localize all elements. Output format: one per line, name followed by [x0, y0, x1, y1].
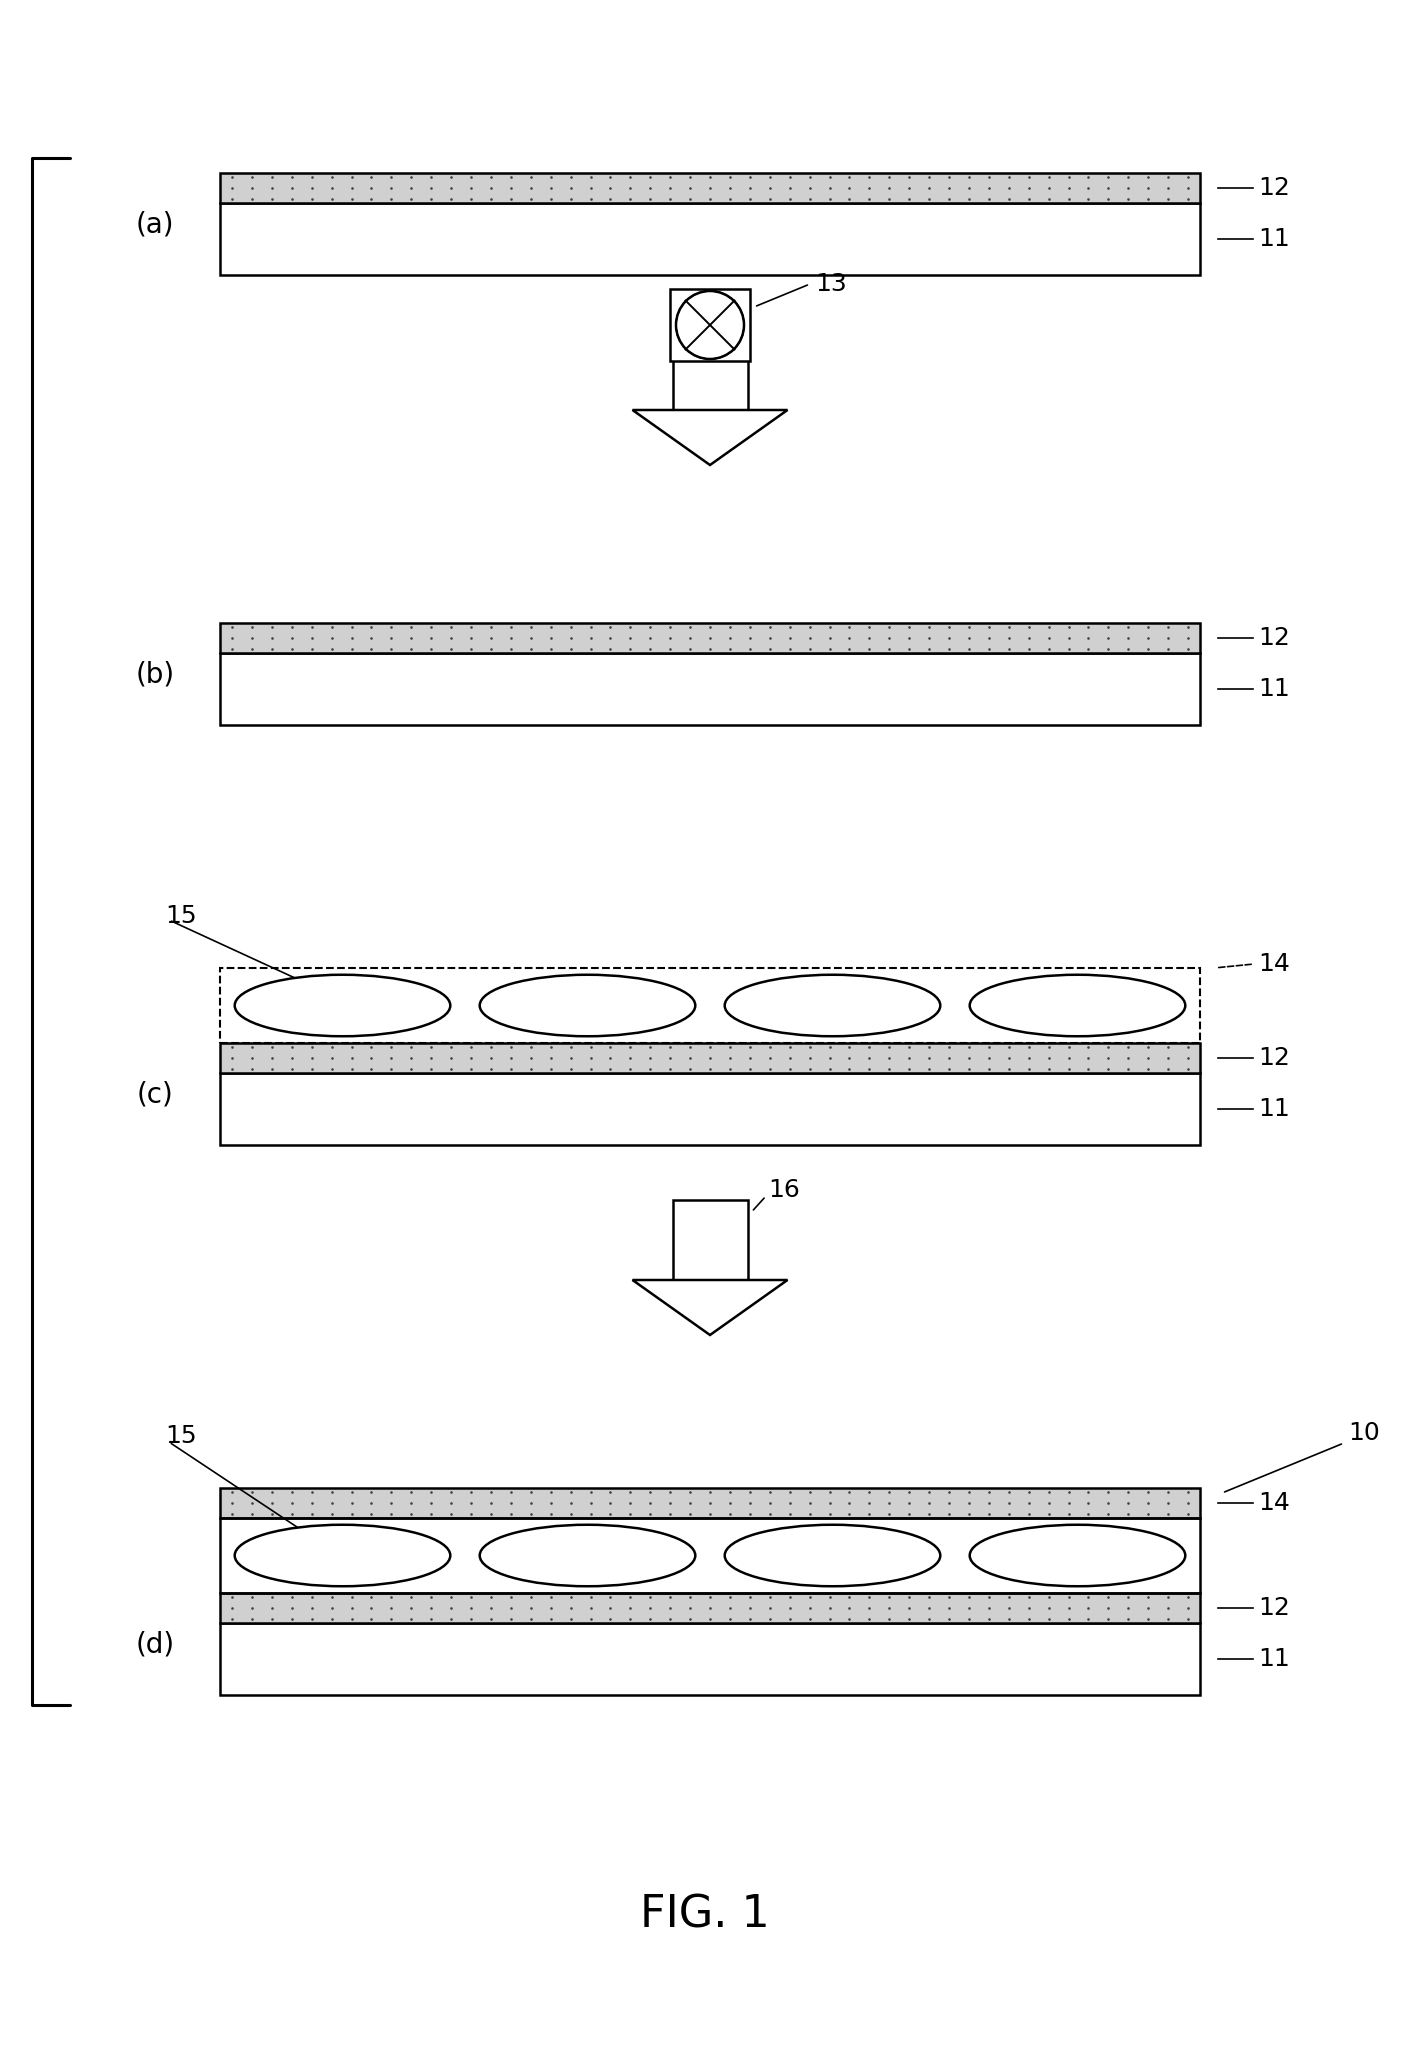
Bar — [220, 1593, 1200, 1623]
Bar — [220, 173, 1200, 203]
Text: 12: 12 — [1258, 627, 1290, 649]
Text: 14: 14 — [1258, 951, 1290, 976]
Circle shape — [675, 292, 744, 360]
Text: (d): (d) — [135, 1630, 175, 1658]
Bar — [220, 653, 1200, 725]
Text: 15: 15 — [165, 904, 196, 929]
Text: (a): (a) — [135, 210, 175, 238]
Ellipse shape — [234, 974, 450, 1036]
Ellipse shape — [725, 1525, 940, 1586]
Ellipse shape — [725, 974, 940, 1036]
Bar — [220, 623, 1200, 653]
Bar — [220, 1623, 1200, 1695]
Bar — [220, 1044, 1200, 1073]
Polygon shape — [633, 411, 788, 464]
Bar — [220, 1519, 1200, 1593]
Bar — [673, 331, 747, 411]
Bar — [220, 1073, 1200, 1145]
Text: 13: 13 — [815, 271, 847, 296]
Text: 12: 12 — [1258, 177, 1290, 199]
Bar — [220, 203, 1200, 275]
Text: (b): (b) — [135, 660, 175, 688]
Text: 15: 15 — [165, 1424, 196, 1449]
Ellipse shape — [970, 974, 1186, 1036]
Text: FIG. 1: FIG. 1 — [640, 1893, 770, 1936]
Text: 16: 16 — [768, 1178, 799, 1202]
Text: 12: 12 — [1258, 1046, 1290, 1071]
Text: 11: 11 — [1258, 676, 1290, 701]
Ellipse shape — [234, 1525, 450, 1586]
Text: 14: 14 — [1258, 1492, 1290, 1515]
Ellipse shape — [970, 1525, 1186, 1586]
Ellipse shape — [479, 974, 695, 1036]
Text: 11: 11 — [1258, 1646, 1290, 1671]
Bar — [670, 290, 750, 362]
Text: 11: 11 — [1258, 1097, 1290, 1120]
Bar — [220, 968, 1200, 1044]
Text: 10: 10 — [1348, 1420, 1380, 1445]
Bar — [220, 1488, 1200, 1519]
Ellipse shape — [479, 1525, 695, 1586]
Bar — [673, 1200, 747, 1280]
Text: (c): (c) — [137, 1081, 173, 1108]
Text: 11: 11 — [1258, 226, 1290, 251]
Polygon shape — [633, 1280, 788, 1336]
Text: 12: 12 — [1258, 1597, 1290, 1619]
